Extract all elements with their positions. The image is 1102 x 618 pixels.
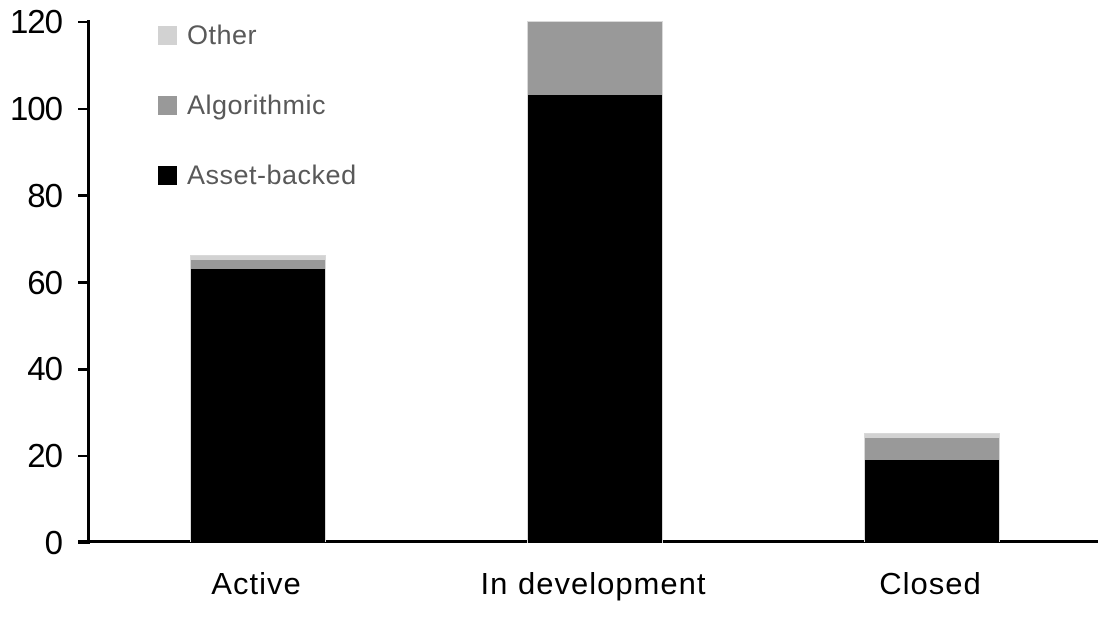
legend: Other Algorithmic Asset-backed [158, 20, 357, 191]
bar-segment-other [864, 433, 999, 439]
legend-swatch-algorithmic [158, 96, 177, 115]
legend-swatch-asset-backed [158, 166, 177, 185]
y-tick-label: 120 [9, 2, 63, 40]
legend-label: Algorithmic [187, 90, 327, 120]
y-tick-mark [78, 194, 90, 197]
y-tick-label: 20 [27, 436, 63, 474]
legend-item-other: Other [158, 20, 357, 51]
bar-stack-active [189, 254, 326, 543]
bar-segment-asset-backed [190, 268, 325, 543]
x-category-label: Closed [879, 566, 982, 601]
y-tick-label: 100 [9, 89, 63, 127]
bar-segment-asset-backed [527, 95, 662, 543]
x-category-label: Active [211, 566, 302, 601]
y-tick-label: 40 [27, 350, 63, 388]
y-tick-label: 80 [27, 176, 63, 214]
y-tick-mark [78, 281, 90, 284]
bar-segment-algorithmic [864, 438, 999, 460]
x-category-label: In development [480, 566, 707, 601]
y-tick-label: 60 [27, 263, 63, 301]
y-tick-mark [78, 454, 90, 458]
legend-swatch-other [158, 26, 177, 45]
bar-segment-other [190, 255, 325, 261]
legend-item-algorithmic: Algorithmic [158, 90, 357, 121]
bar-segment-algorithmic [190, 260, 325, 269]
y-tick-mark [78, 368, 90, 371]
y-tick-label: 0 [44, 523, 63, 561]
bar-segment-asset-backed [864, 459, 999, 543]
legend-label: Other [187, 20, 258, 50]
legend-label: Asset-backed [187, 160, 357, 190]
bar-segment-algorithmic [527, 21, 662, 96]
y-tick-mark [78, 107, 90, 111]
bar-stack-closed [863, 432, 1000, 543]
y-axis-line [87, 20, 90, 543]
legend-item-asset-backed: Asset-backed [158, 160, 357, 191]
bar-stack-in-development [526, 20, 663, 543]
y-tick-mark [78, 20, 90, 24]
